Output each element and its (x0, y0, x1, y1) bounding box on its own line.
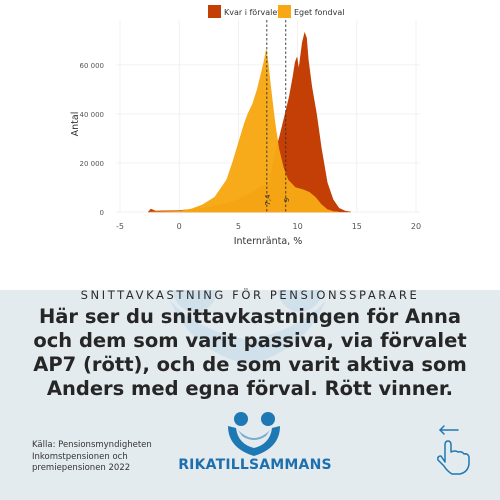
chart-series (147, 31, 351, 213)
y-axis-ticks: 0 20 000 40 000 60 000 (80, 62, 105, 217)
source-line-1: Källa: Pensionsmyndigheten (32, 440, 152, 450)
y-axis-label: Antal (70, 112, 81, 137)
legend-swatch-kvar (208, 5, 221, 18)
brand-name: RIKATILLSAMMANS (178, 457, 332, 473)
y-tick-label: 20 000 (80, 160, 105, 168)
x-tick-label: 5 (236, 222, 241, 231)
y-tick-label: 60 000 (80, 62, 105, 70)
reference-line-label: 7,4 (264, 194, 272, 206)
x-tick-label: 15 (352, 222, 362, 231)
heart-hands-logo (228, 412, 280, 456)
x-axis-ticks: -5 0 5 10 15 20 (116, 222, 421, 231)
x-axis-label: Internränta, % (234, 236, 303, 247)
area-eget-fondval (149, 50, 340, 213)
x-tick-label: 20 (411, 222, 421, 231)
x-tick-label: -5 (116, 222, 124, 231)
section-subtitle: SNITTAVKASTNING FÖR PENSIONSSPARARE (80, 288, 420, 302)
chart-legend: Kvar i förvalet Eget fondval (208, 5, 344, 18)
source-line-3: premiepensionen 2022 (32, 463, 131, 473)
x-tick-label: 10 (293, 222, 303, 231)
source-note: Källa: Pensionsmyndigheten Inkomstpensio… (32, 440, 172, 475)
source-line-2: Inkomstpensionen och (32, 451, 128, 462)
reference-lines: 7,4 9 (264, 20, 291, 212)
y-tick-label: 0 (100, 209, 104, 217)
legend-label-eget: Eget fondval (294, 8, 344, 17)
swipe-hand-icon (437, 425, 470, 475)
headline: Här ser du snittavkastningen för Anna oc… (33, 305, 467, 400)
chart-area: Kvar i förvalet Eget fondval 7,4 9 -5 0 5 10… (70, 5, 422, 247)
legend-label-kvar: Kvar i förvalet (224, 8, 280, 17)
legend-swatch-eget (278, 5, 291, 18)
reference-line-label: 9 (283, 198, 291, 202)
y-tick-label: 40 000 (80, 111, 105, 119)
x-tick-label: 0 (177, 222, 182, 231)
